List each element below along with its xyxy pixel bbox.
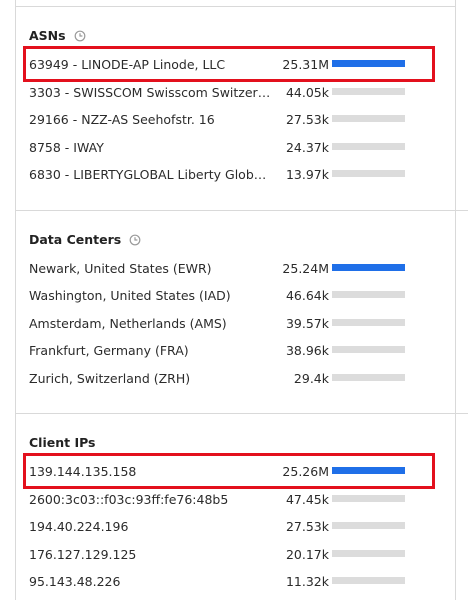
share-bar	[332, 374, 405, 381]
share-bar	[332, 319, 405, 326]
list-item-label[interactable]: 63949 - LINODE-AP Linode, LLC	[29, 57, 226, 72]
share-bar	[332, 495, 405, 502]
list-item-label[interactable]: 95.143.48.226	[29, 574, 121, 589]
list-item[interactable]: Frankfurt, Germany (FRA) 38.96k	[29, 340, 424, 362]
list-item[interactable]: 3303 - SWISSCOM Swisscom Switzerland Ltd…	[29, 82, 424, 104]
list-item-value: 38.96k	[285, 343, 329, 358]
list-item-value: 27.53k	[285, 519, 329, 534]
section-divider	[16, 413, 455, 414]
adjacent-panel-edge	[456, 413, 468, 414]
section-divider	[16, 210, 455, 211]
section-divider	[16, 6, 455, 7]
section-title-text: ASNs	[29, 28, 66, 43]
share-bar-fill	[332, 467, 405, 474]
list-item[interactable]: 6830 - LIBERTYGLOBAL Liberty Global form…	[29, 164, 424, 186]
list-item-label[interactable]: 2600:3c03::f03c:93ff:fe76:48b5	[29, 492, 229, 507]
share-bar	[332, 88, 405, 95]
list-item[interactable]: 2600:3c03::f03c:93ff:fe76:48b5 47.45k	[29, 489, 424, 511]
list-item-value: 13.97k	[285, 167, 329, 182]
list-item-label[interactable]: 194.40.224.196	[29, 519, 129, 534]
panel-right-border	[455, 0, 456, 600]
share-bar-fill	[332, 264, 405, 271]
list-item-label[interactable]: Amsterdam, Netherlands (AMS)	[29, 316, 227, 331]
share-bar	[332, 264, 405, 271]
share-bar	[332, 143, 405, 150]
section-title: Client IPs	[29, 435, 95, 450]
list-item-label[interactable]: Zurich, Switzerland (ZRH)	[29, 371, 191, 386]
list-item[interactable]: Zurich, Switzerland (ZRH) 29.4k	[29, 368, 424, 390]
list-item[interactable]: 139.144.135.158 25.26M	[29, 461, 424, 483]
share-bar	[332, 346, 405, 353]
list-item-value: 47.45k	[285, 492, 329, 507]
list-item[interactable]: Washington, United States (IAD) 46.64k	[29, 285, 424, 307]
list-item-value: 25.26M	[282, 464, 329, 479]
list-item-value: 46.64k	[285, 288, 329, 303]
share-bar	[332, 60, 405, 67]
list-item-label[interactable]: Frankfurt, Germany (FRA)	[29, 343, 189, 358]
list-item-value: 25.24M	[282, 261, 329, 276]
list-item-label[interactable]: 29166 - NZZ-AS Seehofstr. 16	[29, 112, 215, 127]
panel-left-border	[15, 0, 16, 600]
list-item[interactable]: Amsterdam, Netherlands (AMS) 39.57k	[29, 313, 424, 335]
list-item-label[interactable]: Washington, United States (IAD)	[29, 288, 231, 303]
clock-icon[interactable]	[129, 234, 141, 246]
list-item-label[interactable]: Newark, United States (EWR)	[29, 261, 212, 276]
section-title-text: Data Centers	[29, 232, 122, 247]
share-bar-fill	[332, 60, 405, 67]
list-item-value: 24.37k	[285, 140, 329, 155]
share-bar	[332, 115, 405, 122]
adjacent-panel-edge	[456, 210, 468, 211]
list-item-label[interactable]: 176.127.129.125	[29, 547, 137, 562]
list-item-value: 25.31M	[282, 57, 329, 72]
list-item-label[interactable]: 8758 - IWAY	[29, 140, 104, 155]
list-item-label[interactable]: 3303 - SWISSCOM Swisscom Switzerland Ltd	[29, 85, 273, 100]
list-item[interactable]: 29166 - NZZ-AS Seehofstr. 16 27.53k	[29, 109, 424, 131]
list-item-value: 20.17k	[285, 547, 329, 562]
list-item[interactable]: 63949 - LINODE-AP Linode, LLC 25.31M	[29, 54, 424, 76]
list-item-value: 11.32k	[285, 574, 329, 589]
share-bar	[332, 577, 405, 584]
share-bar	[332, 170, 405, 177]
list-item-value: 29.4k	[293, 371, 329, 386]
list-item-label[interactable]: 139.144.135.158	[29, 464, 137, 479]
list-item[interactable]: Newark, United States (EWR) 25.24M	[29, 258, 424, 280]
list-item-label[interactable]: 6830 - LIBERTYGLOBAL Liberty Global form…	[29, 167, 273, 182]
section-title-text: Client IPs	[29, 435, 96, 450]
list-item-value: 27.53k	[285, 112, 329, 127]
share-bar	[332, 550, 405, 557]
share-bar	[332, 522, 405, 529]
section-title: ASNs	[29, 28, 86, 43]
share-bar	[332, 291, 405, 298]
section-title: Data Centers	[29, 232, 141, 247]
share-bar	[332, 467, 405, 474]
list-item-value: 44.05k	[285, 85, 329, 100]
list-item[interactable]: 194.40.224.196 27.53k	[29, 516, 424, 538]
list-item[interactable]: 8758 - IWAY 24.37k	[29, 137, 424, 159]
list-item[interactable]: 95.143.48.226 11.32k	[29, 571, 424, 593]
list-item[interactable]: 176.127.129.125 20.17k	[29, 544, 424, 566]
list-item-value: 39.57k	[285, 316, 329, 331]
clock-icon[interactable]	[74, 30, 86, 42]
